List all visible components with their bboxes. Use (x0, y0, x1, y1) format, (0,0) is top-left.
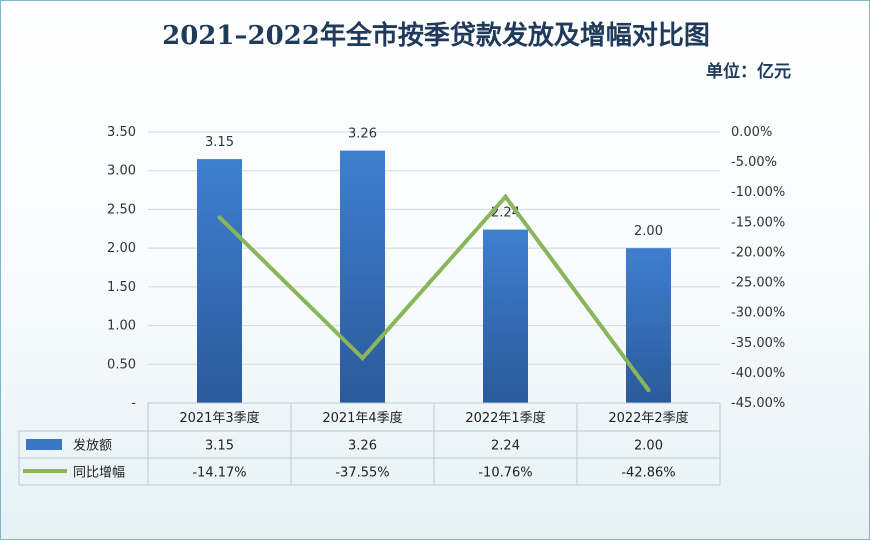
line-series-growth (218, 193, 651, 392)
category-label: 2021年4季度 (322, 410, 402, 426)
table-cell: 2.00 (634, 439, 663, 454)
table-cell: 3.15 (205, 439, 234, 454)
y-left-tick-label: 3.00 (107, 164, 136, 179)
bar (483, 229, 528, 403)
y-right-tick-label: -25.00% (731, 276, 785, 291)
y-left-tick-label: 3.50 (107, 125, 136, 140)
bar-data-label: 3.15 (205, 135, 234, 150)
y-right-tick-label: -35.00% (731, 336, 785, 351)
y-right-tick-label: -20.00% (731, 245, 785, 260)
y-left-tick-label: 0.50 (107, 357, 136, 372)
y-right-tick-label: -40.00% (731, 366, 785, 381)
y-left-tick-label: 1.50 (107, 280, 136, 295)
table-cell: 3.26 (348, 439, 377, 454)
table-cell: -10.76% (478, 466, 532, 481)
bar (340, 150, 385, 403)
line-point (503, 194, 508, 199)
line-point (217, 215, 222, 220)
bar (197, 159, 242, 403)
bar (626, 248, 671, 403)
legend-label: 发放额 (73, 438, 112, 454)
y-left-tick-label: 1.00 (107, 319, 136, 334)
unit-label: 单位：亿元 (706, 62, 791, 82)
y-right-tick-label: 0.00% (731, 125, 772, 140)
y-right-tick-label: -5.00% (731, 155, 777, 170)
table-cell: -14.17% (192, 466, 246, 481)
category-label: 2022年2季度 (608, 410, 688, 426)
legend-label: 同比增幅 (73, 466, 125, 481)
bar-data-label: 2.00 (634, 224, 663, 239)
table-cell: -42.86% (621, 466, 675, 481)
category-label: 2022年1季度 (465, 410, 545, 426)
y-left-tick-label: 2.00 (107, 241, 136, 256)
table-cell: 2.24 (491, 439, 520, 454)
y-right-tick-label: -30.00% (731, 306, 785, 321)
line-point (360, 356, 365, 361)
y-left-tick-label: 2.50 (107, 202, 136, 217)
bar-data-label: 3.26 (348, 127, 377, 142)
legend-swatch-bar (26, 439, 62, 450)
y-left-tick-label: - (131, 396, 136, 411)
y-right-tick-label: -15.00% (731, 215, 785, 230)
chart-title: 2021–2022年全市按季贷款发放及增幅对比图 (162, 21, 710, 51)
y-right-tick-label: -10.00% (731, 185, 785, 200)
category-label: 2021年3季度 (179, 410, 259, 426)
line-point (646, 388, 651, 393)
y-right-tick-label: -45.00% (731, 396, 785, 411)
table-cell: -37.55% (335, 466, 389, 481)
